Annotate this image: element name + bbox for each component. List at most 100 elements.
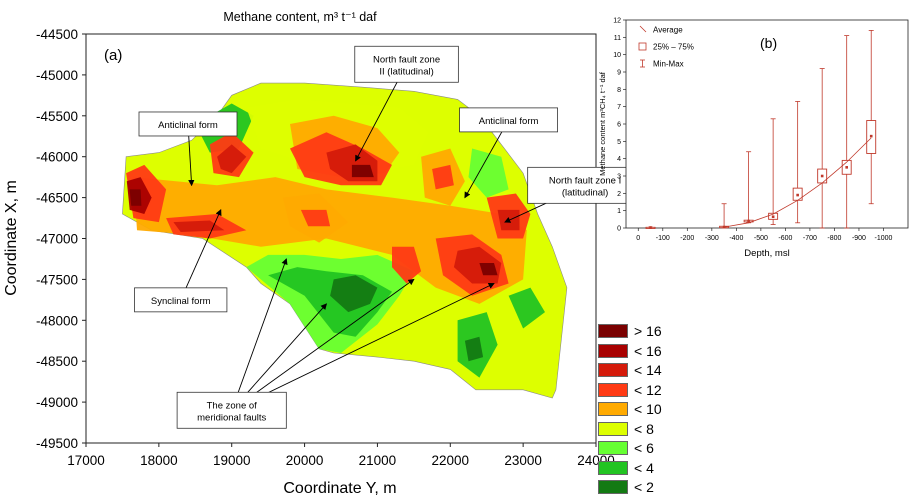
boxplot-frame: [625, 19, 909, 229]
average-point-3: [771, 215, 775, 219]
legend-label: < 14: [634, 362, 662, 378]
legend-item: < 2: [598, 478, 654, 496]
boxplot-y-tick-label: 6: [617, 122, 621, 129]
boxplot-x-axis-label: Depth, msl: [744, 248, 789, 259]
map-y-tick-label: -47000: [36, 232, 78, 247]
boxplot-x-tick-label: -300: [705, 235, 719, 242]
average-point-1: [722, 225, 726, 229]
annotation-line: meridional faults: [197, 412, 266, 423]
boxplot-x-tick-label: 0: [636, 235, 640, 242]
annotation-line: (latitudinal): [562, 187, 608, 198]
legend-swatch: [598, 480, 628, 494]
legend-swatch: [598, 402, 628, 416]
legend-item: < 6: [598, 439, 654, 457]
legend-label: > 16: [634, 323, 662, 339]
annotation-text-4: Synclinal form: [151, 296, 211, 307]
map-region: [122, 82, 568, 399]
map-panel: Methane content, m³ t⁻¹ daf (a) Anticlin…: [3, 10, 643, 497]
average-point-4: [796, 193, 799, 197]
map-zone-lt-12-24: [432, 164, 454, 190]
boxplot-marks: [645, 29, 877, 229]
map-y-tick-label: -48000: [36, 313, 78, 328]
boxplot-x-tick-label: -1000: [875, 235, 893, 242]
map-y-tick-label: -44500: [36, 27, 78, 42]
annotation-text-3: North fault zone I (latitudinal): [549, 175, 621, 198]
map-zone-lt-4-5: [508, 287, 545, 329]
map-y-axis-label: Coordinate X, m: [3, 180, 20, 296]
legend-swatch: [598, 363, 628, 377]
annotation-arrow-5-3: [231, 283, 495, 411]
annotation-line: The zone of: [207, 400, 258, 411]
boxplot-legend: Average 25% – 75% Min-Max: [638, 26, 694, 69]
map-x-tick-label: 19000: [213, 453, 251, 468]
map-x-tick-label: 22000: [432, 453, 470, 468]
legend-item: < 14: [598, 361, 662, 379]
boxplot-legend-label: Min-Max: [653, 60, 684, 69]
boxplot-y-tick-label: 8: [617, 87, 621, 94]
annotation-box-5: [176, 391, 287, 429]
annotation-arrow-4-0: [180, 209, 222, 301]
legend-swatch: [598, 324, 628, 338]
boxplot-y-tick-label: 1: [617, 208, 621, 215]
map-y-tick-label: -46000: [36, 150, 78, 165]
map-x-tick-label: 20000: [286, 453, 324, 468]
legend-item: > 16: [598, 322, 662, 340]
map-zone-lt-6-7: [468, 148, 509, 198]
average-point-2: [747, 219, 750, 223]
map-y-tick-label: -49000: [36, 395, 78, 410]
map-zone-lt-12-30: [392, 246, 422, 284]
map-zone-lt-14-20: [217, 144, 247, 174]
map-zone-lt-2-2: [330, 275, 378, 313]
map-zone-lt-14-18: [173, 220, 225, 232]
annotation-line: Synclinal form: [151, 296, 211, 307]
map-zone-gt-16-27: [479, 263, 498, 276]
map-zone-gt-16-16: [129, 189, 142, 206]
annotation-line: North fault zone: [373, 54, 440, 65]
annotation-text-2: Anticlinal form: [479, 116, 539, 127]
map-x-tick-label: 18000: [140, 453, 178, 468]
legend-item: < 16: [598, 342, 662, 360]
boxplot-x-tick-label: -800: [827, 235, 841, 242]
map-y-tick-label: -46500: [36, 191, 78, 206]
legend-swatch: [598, 460, 628, 475]
map-title: Methane content, m³ t⁻¹ daf: [223, 10, 377, 24]
legend-item: < 8: [598, 420, 654, 438]
annotation-text-0: Anticlinal form: [158, 120, 218, 131]
legend-item: < 12: [598, 381, 662, 399]
boxplot-y-tick-label: 9: [617, 70, 621, 77]
legend-swatch: [598, 382, 628, 397]
map-y-tick-label: -47500: [36, 272, 78, 287]
boxplot-y-tick-label: 3: [617, 174, 621, 181]
legend-label: < 16: [634, 342, 662, 359]
map-y-tick-label: -48500: [36, 354, 78, 369]
legend-item: < 4: [598, 459, 654, 477]
legend-label: < 10: [634, 401, 662, 417]
boxplot-y-tick-label: 12: [613, 18, 621, 25]
boxplot-x-tick-label: -200: [680, 235, 694, 242]
boxplot-legend-label: 25% – 75%: [653, 43, 694, 52]
map-y-tick-label: -49500: [36, 436, 78, 451]
boxplot-y-axis-label: Methane content m³CH₄ t⁻¹ daf: [598, 71, 607, 176]
boxplot-y-tick-label: 10: [613, 52, 621, 59]
annotation-line: Anticlinal form: [158, 120, 218, 131]
average-point-7: [869, 134, 873, 138]
annotation-box-3: [527, 166, 643, 204]
legend-swatch: [598, 421, 628, 436]
legend-label: < 2: [634, 479, 654, 495]
map-y-ticks: -44500 -45000 -45500 -46000 -46500 -47000 -475…: [36, 27, 86, 451]
boxplot-y-tick-label: 11: [614, 35, 621, 42]
map-panel-label: (a): [104, 47, 122, 64]
legend-item: < 10: [598, 400, 662, 418]
boxplot-x-tick-label: -100: [656, 235, 670, 242]
boxplot-y-tick-label: 2: [617, 191, 621, 198]
legend-label: < 12: [634, 381, 662, 398]
legend-label: < 6: [634, 440, 654, 456]
boxplot-x-tick-label: -900: [852, 235, 866, 242]
legend-swatch: [598, 343, 628, 358]
annotation-box-0: [138, 111, 238, 137]
trend-line: [724, 137, 872, 228]
annotation-line: North fault zone I: [549, 175, 621, 186]
